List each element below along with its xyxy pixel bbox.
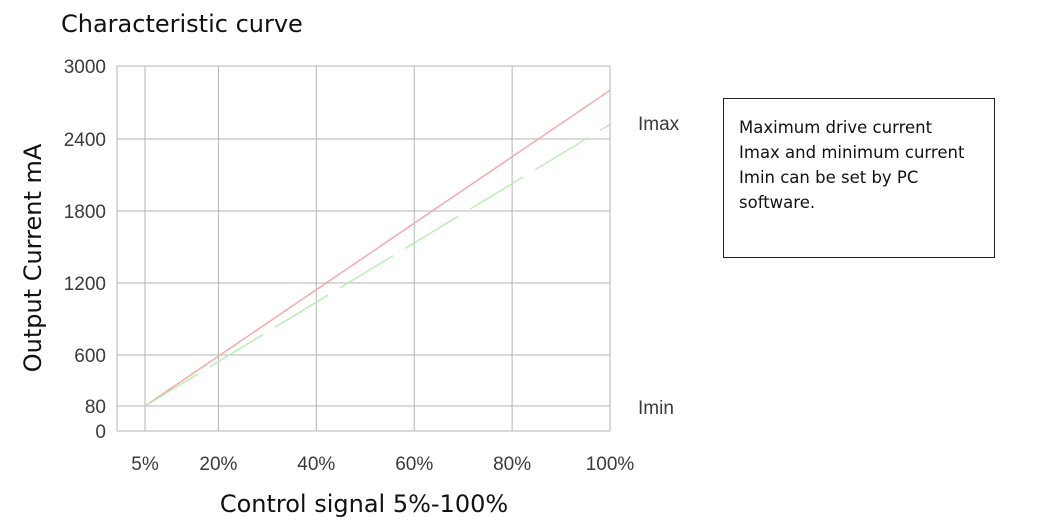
series-line-max bbox=[144, 89, 611, 407]
x-axis-title: Control signal 5%-100% bbox=[220, 490, 508, 518]
y-tick-label: 3000 bbox=[64, 57, 106, 78]
y-tick-label: 2400 bbox=[64, 130, 106, 151]
imax-label: Imax bbox=[638, 114, 680, 135]
tick-label-layer: 0 80 600 1200 1800 2400 3000 5% 20% 40% 60% 80% 100% bbox=[64, 57, 635, 475]
y-tick-label: 1800 bbox=[64, 202, 106, 223]
series-line-min bbox=[144, 123, 611, 407]
imin-label: Imin bbox=[638, 398, 674, 419]
x-tick-label: 20% bbox=[199, 454, 237, 475]
y-tick-label: 0 bbox=[95, 422, 106, 443]
chart-title: Characteristic curve bbox=[61, 10, 303, 38]
x-tick-label: 60% bbox=[395, 454, 433, 475]
grid-layer bbox=[116, 65, 611, 432]
x-tick-label: 80% bbox=[493, 454, 531, 475]
x-tick-label: 100% bbox=[586, 454, 635, 475]
x-tick-label: 5% bbox=[131, 454, 159, 475]
y-tick-label: 80 bbox=[85, 397, 106, 418]
note-text: Maximum drive current Imax and minimum c… bbox=[739, 118, 965, 212]
y-tick-label: 600 bbox=[74, 346, 106, 367]
note-box: Maximum drive current Imax and minimum c… bbox=[723, 98, 995, 258]
plot-frame bbox=[116, 65, 611, 432]
series-layer bbox=[144, 89, 611, 407]
x-tick-label: 40% bbox=[297, 454, 335, 475]
y-tick-label: 1200 bbox=[64, 274, 106, 295]
y-axis-title: Output Current mA bbox=[19, 143, 47, 372]
